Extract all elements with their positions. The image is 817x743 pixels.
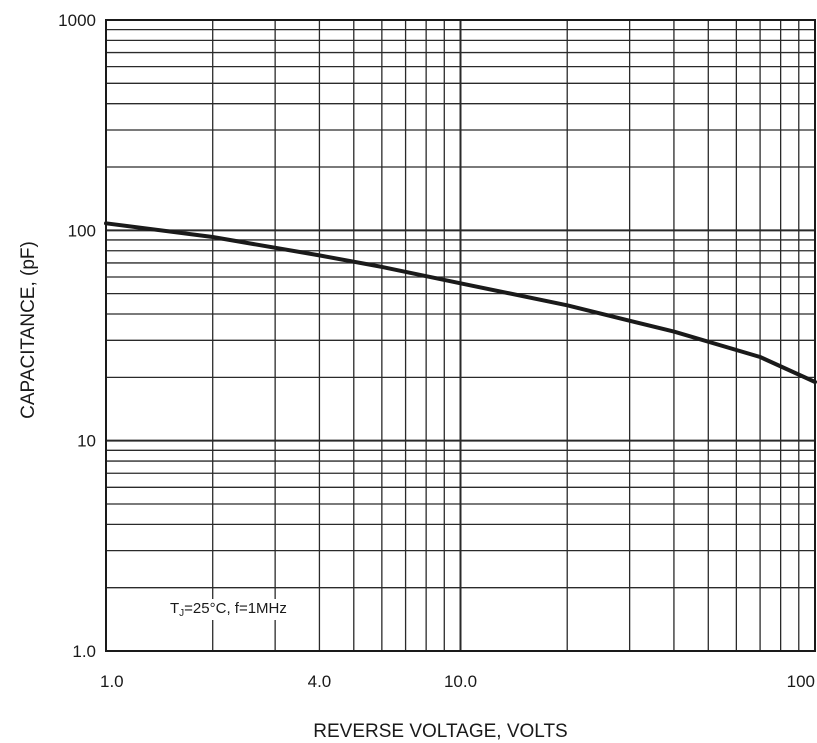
x-tick-label: 10.0 xyxy=(444,672,477,691)
y-tick-label: 100 xyxy=(68,221,96,240)
x-tick-label: 1.0 xyxy=(100,672,124,691)
y-tick-label: 1000 xyxy=(58,11,96,30)
series-line xyxy=(104,221,817,384)
x-tick-label: 4.0 xyxy=(308,672,332,691)
x-tick-label: 100 xyxy=(787,672,815,691)
y-tick-label: 1.0 xyxy=(72,642,96,661)
plot-frame xyxy=(105,19,816,652)
grid xyxy=(106,20,815,651)
y-axis-label: CAPACITANCE, (pF) xyxy=(18,241,39,419)
series-layer xyxy=(104,221,817,384)
y-tick-label: 10 xyxy=(77,432,96,451)
annotation-conditions: TJ=25°C, f=1MHz xyxy=(170,600,287,619)
x-axis-label: REVERSE VOLTAGE, VOLTS xyxy=(313,721,567,742)
tick-labels: 1.0 4.0 10.0 100 1.0 10 100 1000 xyxy=(58,11,815,691)
annotation-background xyxy=(166,599,291,620)
